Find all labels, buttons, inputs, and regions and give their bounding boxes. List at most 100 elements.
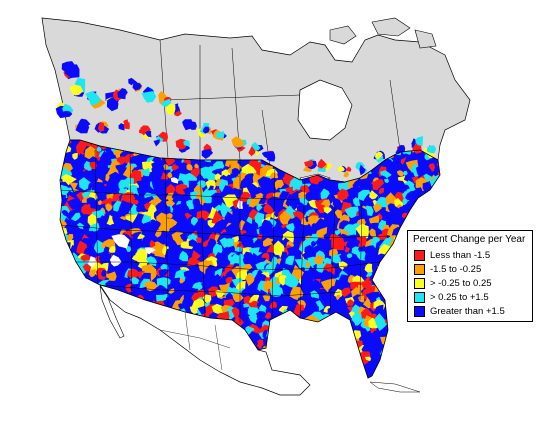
trend-patch [81, 314, 94, 329]
trend-patch [292, 216, 301, 226]
trend-patch [317, 158, 327, 169]
trend-patch [67, 266, 71, 272]
trend-patch [355, 223, 369, 241]
trend-patch [311, 328, 326, 342]
trend-patch [130, 340, 140, 356]
trend-patch [60, 263, 62, 275]
trend-patch [422, 327, 435, 341]
trend-patch [65, 289, 76, 296]
trend-patch [186, 119, 194, 130]
trend-patch [60, 298, 64, 309]
trend-patch [60, 340, 70, 353]
trend-patch [120, 219, 136, 232]
trend-patch [437, 199, 440, 205]
trend-patch [167, 172, 173, 179]
trend-patch [63, 294, 71, 302]
trend-patch [132, 336, 148, 347]
trend-patch [202, 294, 212, 304]
trend-patch [251, 221, 259, 231]
trend-patch [73, 311, 87, 326]
trend-patch [60, 242, 63, 257]
trend-patch [159, 337, 172, 347]
trend-patch [426, 145, 437, 154]
trend-patch [371, 333, 381, 344]
trend-patch [127, 268, 140, 280]
trend-patch [257, 176, 272, 190]
trend-patch [186, 163, 193, 171]
trend-patch [76, 305, 85, 317]
trend-patch [167, 355, 172, 362]
trend-patch [374, 151, 384, 160]
trend-patch [75, 318, 87, 328]
trend-patch [101, 349, 111, 360]
trend-patch [167, 213, 173, 219]
trend-patch [60, 352, 63, 363]
trend-patch [426, 193, 433, 200]
trend-patch [275, 330, 283, 338]
trend-patch [329, 342, 337, 350]
trend-patch [304, 354, 311, 362]
trend-patch [145, 256, 157, 267]
trend-patch [415, 164, 432, 180]
trend-patch [60, 153, 63, 160]
trend-patch [122, 335, 136, 351]
trend-patch [60, 356, 67, 366]
trend-patch [144, 247, 156, 255]
trend-patch [418, 207, 425, 214]
trend-patch [135, 352, 149, 367]
trend-patch [303, 321, 313, 330]
trend-patch [419, 349, 428, 357]
trend-patch [87, 256, 96, 267]
trend-patch [278, 322, 289, 333]
trend-patch [267, 334, 279, 346]
trend-patch [407, 337, 416, 347]
trend-patch [60, 140, 63, 141]
trend-patch [301, 337, 308, 343]
trend-patch [195, 237, 202, 244]
trend-patch [86, 347, 97, 356]
trend-patch [202, 126, 210, 134]
trend-patch [197, 180, 207, 188]
trend-patch [388, 260, 396, 268]
trend-patch [115, 337, 127, 348]
trend-patch [98, 215, 107, 224]
trend-patch [180, 283, 188, 289]
trend-patch [269, 301, 277, 310]
trend-patch [60, 242, 71, 255]
trend-patch [310, 328, 319, 340]
trend-patch [389, 285, 400, 299]
legend-label: -1.5 to -0.25 [430, 264, 482, 275]
trend-patch [87, 331, 98, 343]
trend-patch [73, 288, 80, 297]
trend-patch [258, 197, 266, 205]
trend-patch [232, 292, 244, 303]
trend-patch [264, 312, 271, 320]
trend-patch [87, 309, 100, 324]
trend-patch [310, 340, 324, 352]
trend-patch [178, 162, 187, 172]
trend-patch [403, 170, 408, 176]
trend-patch [358, 295, 365, 303]
trend-patch [400, 349, 415, 362]
trend-patch [331, 356, 337, 363]
trend-patch [85, 318, 99, 331]
trend-patch [60, 335, 63, 348]
trend-patch [346, 196, 356, 207]
trend-patch [142, 333, 150, 342]
trend-patch [337, 165, 345, 172]
trend-patch [343, 171, 349, 178]
trend-patch [403, 325, 417, 339]
trend-patch [391, 206, 406, 220]
trend-patch [318, 180, 325, 188]
trend-patch [433, 330, 440, 345]
trend-patch [92, 322, 103, 333]
trend-patch [433, 187, 440, 193]
trend-patch [97, 185, 111, 195]
trend-patch [428, 339, 440, 352]
trend-patch [106, 339, 114, 347]
trend-patch [141, 356, 152, 366]
trend-patch [286, 333, 295, 341]
trend-patch [70, 314, 78, 321]
trend-patch [119, 252, 130, 261]
